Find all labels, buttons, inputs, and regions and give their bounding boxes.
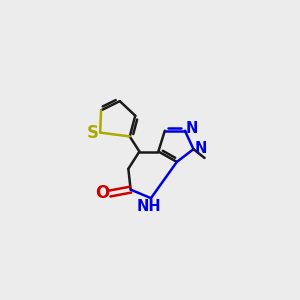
Text: S: S xyxy=(87,124,99,142)
Text: NH: NH xyxy=(136,200,161,214)
Text: N: N xyxy=(194,141,207,156)
Text: O: O xyxy=(95,184,109,202)
Text: N: N xyxy=(186,121,198,136)
